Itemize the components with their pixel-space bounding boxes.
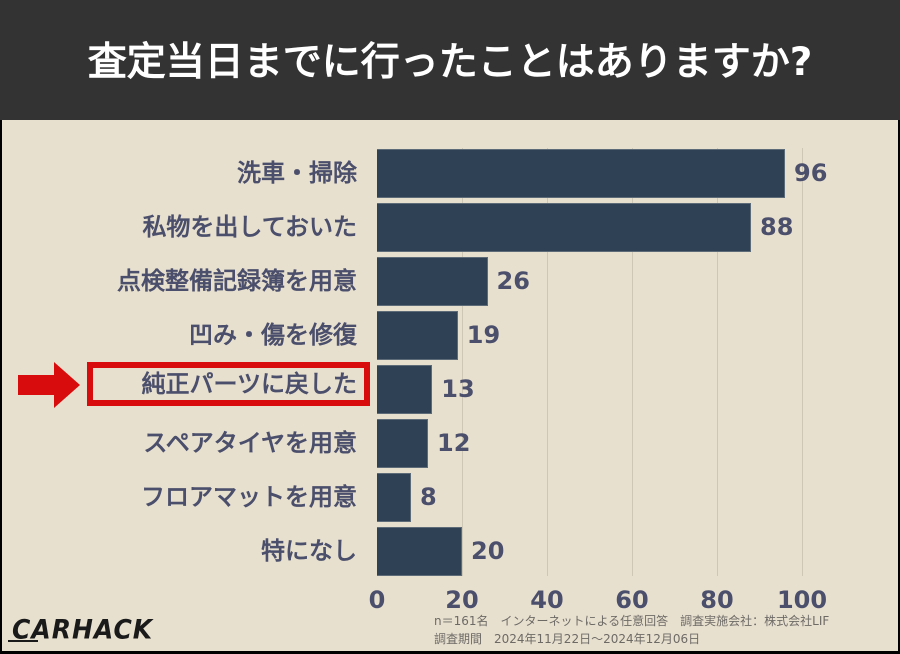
footnote-survey-info: n＝161名 インターネットによる任意回答 調査実施会社：株式会社LIF — [434, 614, 830, 628]
category-label-highlighted: 純正パーツに戻した — [141, 370, 357, 398]
footnote-survey-period: 調査期間 2024年11月22日〜2024年12月06日 — [434, 632, 701, 646]
value-label: 26 — [496, 267, 530, 295]
value-label: 8 — [420, 483, 437, 511]
category-label: 特になし — [261, 537, 357, 565]
gridline-100 — [802, 148, 803, 576]
x-tick-label: 20 — [445, 586, 479, 614]
category-label: 凹み・傷を修復 — [189, 321, 357, 349]
x-tick-label: 60 — [615, 586, 649, 614]
bar — [377, 473, 411, 522]
x-tick-label: 40 — [530, 586, 564, 614]
page-title: 査定当日までに行ったことはありますか? — [87, 40, 813, 85]
carhack-logo: CARHACK — [12, 614, 154, 645]
gridline-80 — [717, 148, 718, 576]
bar — [377, 419, 428, 468]
header-bar: 査定当日までに行ったことはありますか? — [0, 0, 900, 120]
gridline-60 — [632, 148, 633, 576]
x-tick-label: 100 — [776, 586, 828, 614]
arrow-right-icon — [18, 362, 80, 408]
value-label: 96 — [794, 159, 828, 187]
category-label: 点検整備記録簿を用意 — [117, 267, 357, 295]
logo-speed-line — [8, 640, 38, 642]
highlight-box — [87, 362, 370, 406]
bar — [377, 527, 462, 576]
category-label: 洗車・掃除 — [237, 159, 357, 187]
value-label: 12 — [437, 429, 471, 457]
gridline-20 — [462, 148, 463, 576]
bar — [377, 203, 751, 252]
value-label: 13 — [441, 375, 475, 403]
x-tick-label: 0 — [368, 586, 386, 614]
category-label: フロアマットを用意 — [141, 483, 357, 511]
bar — [377, 311, 458, 360]
category-label: スペアタイヤを用意 — [143, 429, 357, 457]
value-label: 19 — [466, 321, 501, 349]
bar — [377, 365, 433, 414]
category-label: 私物を出しておいた — [142, 213, 357, 241]
gridline-40 — [547, 148, 548, 576]
x-tick-label: 80 — [700, 586, 734, 614]
value-label: 88 — [760, 213, 794, 241]
bar — [377, 257, 488, 306]
value-label: 20 — [471, 537, 505, 565]
bar — [377, 149, 785, 198]
